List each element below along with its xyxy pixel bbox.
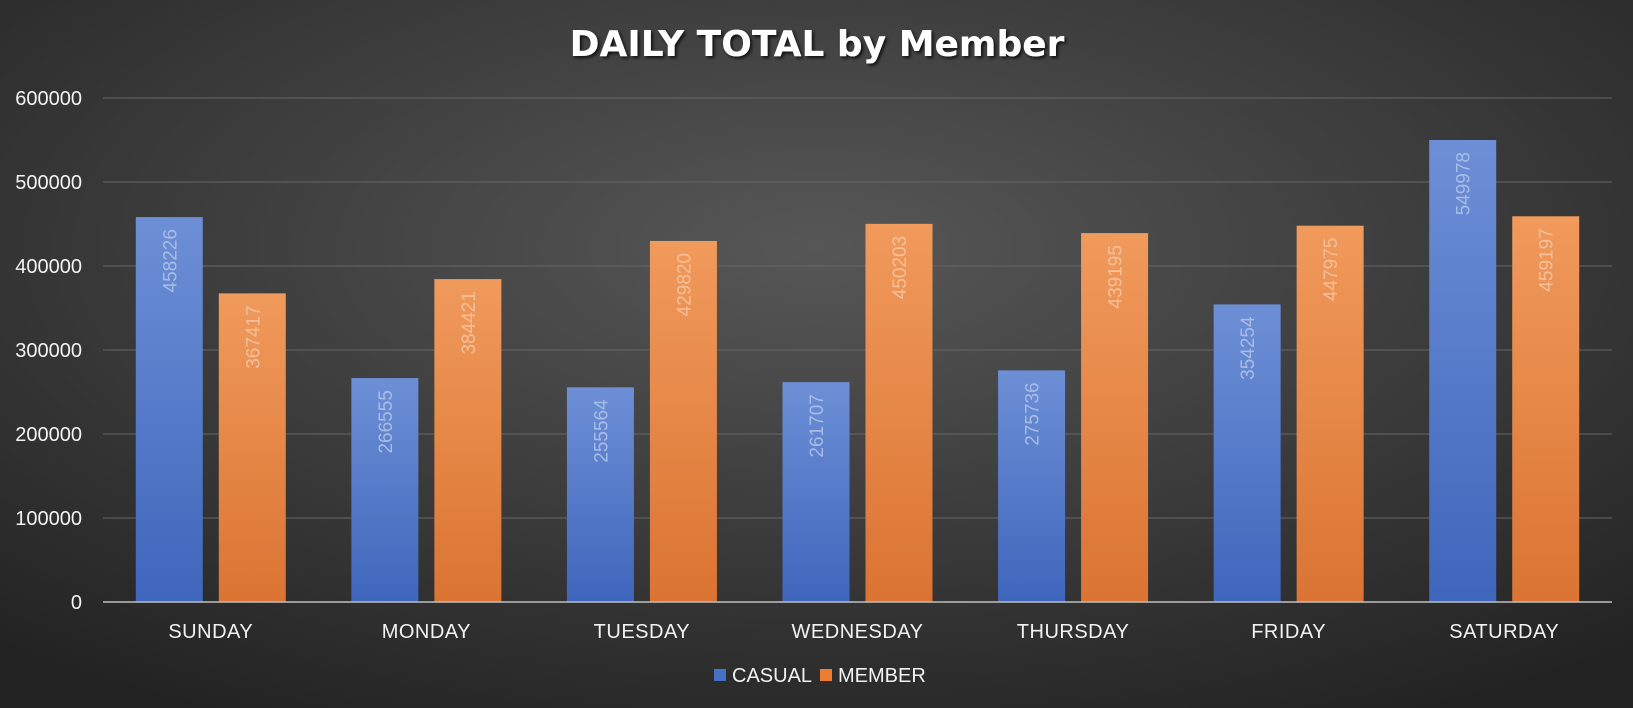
- y-tick-label: 200000: [15, 424, 82, 446]
- bar-member-sunday: [218, 293, 286, 602]
- data-label: 450203: [890, 236, 911, 299]
- data-label: 384421: [459, 291, 480, 354]
- data-label: 255564: [591, 399, 612, 463]
- bar-casual-saturday: [1429, 140, 1497, 602]
- y-tick-label: 500000: [15, 172, 82, 194]
- data-label: 275736: [1023, 382, 1044, 445]
- data-labels: 458226 367417 266555 384421 255564 429820 2617…: [160, 152, 1557, 463]
- bars: [135, 140, 1580, 603]
- bar-casual-monday: [351, 378, 419, 602]
- data-label: 367417: [243, 305, 264, 368]
- axes: 0 100000 200000 300000 400000 500000 600000 SUN…: [15, 88, 1612, 643]
- data-label: 458226: [160, 229, 181, 292]
- bar-member-wednesday: [865, 223, 933, 603]
- x-category-label: FRIDAY: [1251, 621, 1326, 643]
- bar-casual-thursday: [998, 370, 1066, 602]
- data-label: 549978: [1454, 152, 1475, 215]
- legend-label-casual: CASUAL: [732, 665, 812, 687]
- data-label: 429820: [674, 253, 695, 316]
- bar-member-thursday: [1081, 233, 1149, 602]
- x-category-label: SATURDAY: [1449, 621, 1559, 643]
- y-tick-label: 100000: [15, 508, 82, 530]
- bar-casual-sunday: [135, 217, 203, 603]
- x-category-label: TUESDAY: [594, 621, 690, 643]
- bar-casual-friday: [1213, 304, 1281, 602]
- chart-title: DAILY TOTAL by Member: [570, 24, 1065, 65]
- data-label: 459197: [1537, 228, 1558, 291]
- y-tick-label: 600000: [15, 88, 82, 110]
- x-category-label: SUNDAY: [168, 621, 253, 643]
- x-category-label: MONDAY: [382, 621, 471, 643]
- data-label: 354254: [1238, 316, 1259, 380]
- y-tick-label: 400000: [15, 256, 82, 278]
- legend-label-member: MEMBER: [838, 665, 926, 687]
- data-label: 439195: [1106, 245, 1127, 308]
- x-category-label: WEDNESDAY: [792, 621, 924, 643]
- bar-casual-tuesday: [566, 387, 634, 602]
- x-category-label: THURSDAY: [1017, 621, 1130, 643]
- bar-casual-wednesday: [782, 382, 850, 602]
- bar-member-friday: [1296, 225, 1364, 603]
- data-label: 261707: [807, 394, 828, 457]
- legend-swatch-member: [820, 669, 832, 681]
- data-label: 266555: [376, 390, 397, 453]
- y-tick-label: 0: [71, 592, 82, 614]
- legend-swatch-casual: [714, 669, 726, 681]
- bar-member-saturday: [1512, 216, 1580, 602]
- y-tick-label: 300000: [15, 340, 82, 362]
- bar-member-monday: [434, 279, 502, 602]
- legend: CASUAL MEMBER: [714, 665, 926, 687]
- bar-member-tuesday: [649, 240, 717, 602]
- data-label: 447975: [1321, 238, 1342, 301]
